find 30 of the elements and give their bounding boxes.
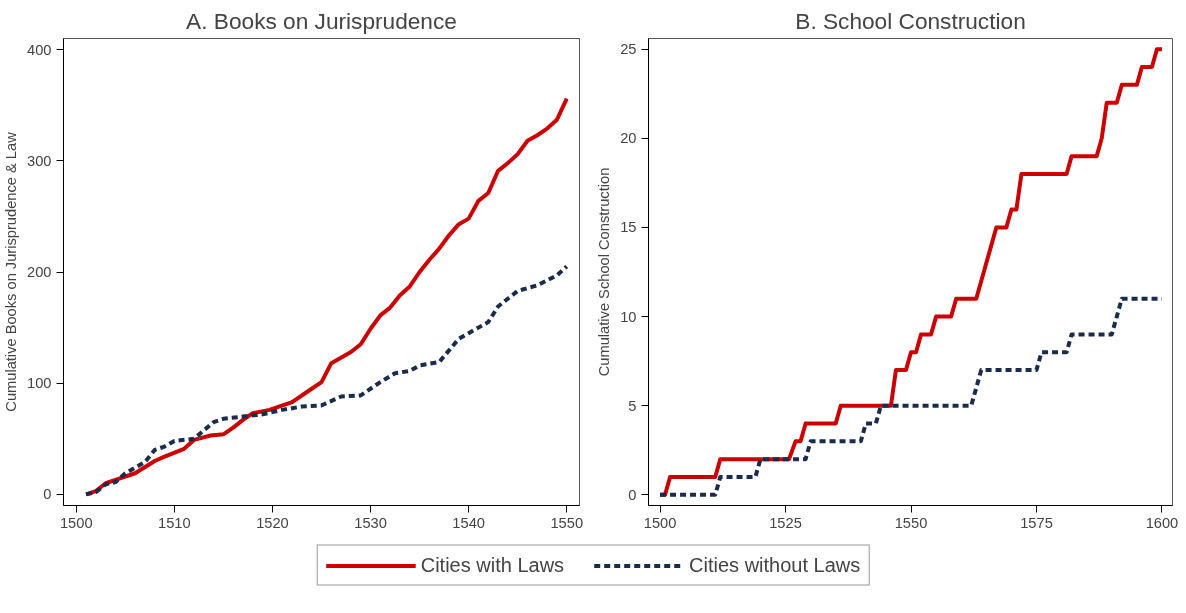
x-tick-label: 1500 [59,514,93,531]
y-tick-label: 400 [27,41,52,58]
y-tick-label: 15 [620,219,637,236]
x-tick-label: 1510 [158,514,191,531]
y-tick-label: 5 [628,397,637,414]
y-tick-label: 10 [620,308,637,325]
y-tick-label: 0 [628,486,637,503]
y-tick-label: 200 [27,264,52,280]
x-tick-label: 1500 [643,514,677,531]
x-tick-label: 1550 [550,514,584,531]
y-tick-label: 20 [620,130,637,147]
y-tick-label: 25 [620,41,637,58]
legend-label: Cities with Laws [420,553,565,577]
legend-label: Cities without Laws [689,553,861,577]
line-series [84,96,569,497]
x-tick-label: 1600 [1145,514,1179,531]
x-tick-label: 1550 [894,514,928,531]
y-axis-title: Cumulative School Construction [596,167,613,377]
x-tick-label: 1530 [354,514,387,531]
x-tick-label: 1520 [256,514,289,531]
y-tick-label: 300 [27,152,52,169]
line-series [84,264,569,497]
y-axis-title: Cumulative Books on Jurisprudence & Law [3,131,20,412]
chart-title: A. Books on Jurisprudence [186,7,457,34]
x-tick-label: 1540 [452,514,485,531]
y-tick-label: 0 [43,486,52,503]
y-tick-label: 100 [27,375,52,392]
x-tick-label: 1575 [1020,514,1053,531]
x-tick-label: 1525 [769,514,802,531]
chart-title: B. School Construction [795,7,1026,34]
